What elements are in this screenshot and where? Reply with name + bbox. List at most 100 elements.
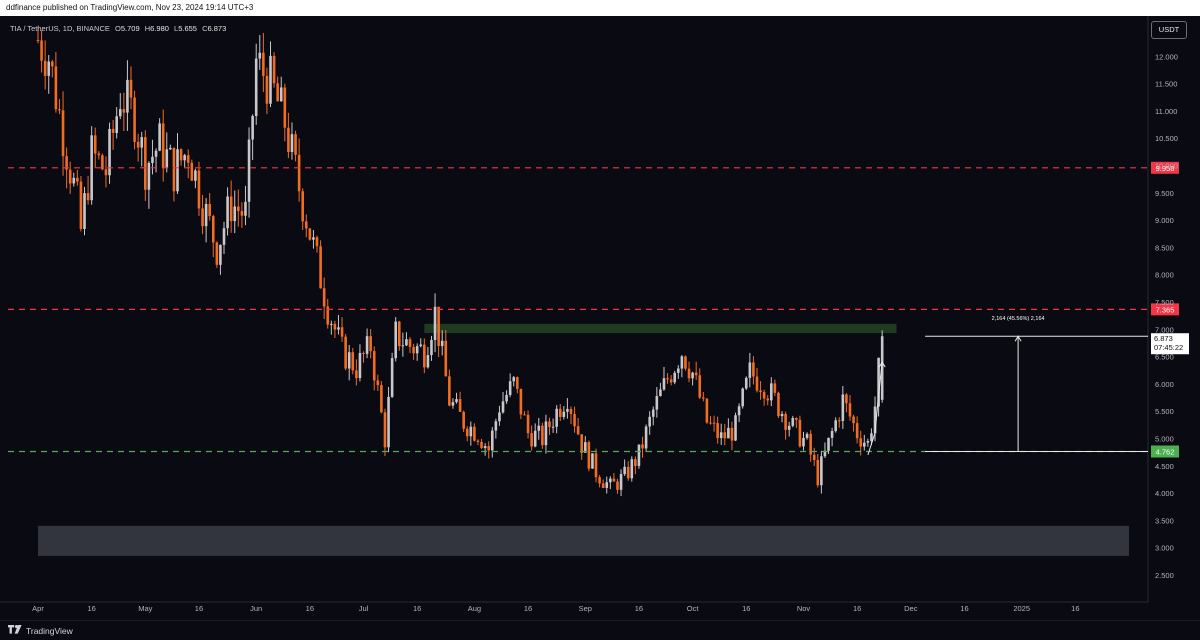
candle-body (462, 411, 465, 429)
candle-body (780, 413, 784, 417)
currency-button[interactable]: USDT (1151, 21, 1187, 39)
candle-body (233, 206, 237, 222)
candle-body (533, 430, 537, 447)
candle-body (795, 418, 798, 420)
candle-body (169, 147, 172, 150)
candle-body (684, 356, 687, 369)
candle-body (369, 336, 372, 352)
candle-body (387, 396, 390, 448)
candle-body (433, 306, 437, 340)
close-value: 6.873 (207, 24, 227, 33)
candle-body (487, 446, 491, 451)
candle-body (719, 432, 723, 439)
candle-body (61, 110, 65, 157)
y-tick-label: 3.500 (1155, 516, 1174, 525)
candle-body (423, 344, 426, 368)
candle-body (651, 409, 655, 417)
candle-body (72, 177, 76, 184)
candle-body (598, 477, 601, 484)
candle-body (312, 237, 315, 240)
candle-body (845, 394, 848, 404)
y-tick-label: 10.000 (1155, 162, 1178, 171)
candle-body (723, 432, 727, 439)
candle-body (161, 123, 165, 168)
level-badge-label-2: 4.762 (1156, 447, 1175, 456)
candle-body (576, 426, 580, 435)
candle-body (97, 153, 101, 156)
candle-body (194, 170, 197, 181)
y-tick-label: 6.500 (1155, 353, 1174, 362)
candle-body (802, 437, 805, 447)
x-tick-label: Apr (32, 604, 44, 613)
candle-body (680, 356, 684, 369)
candle-body (569, 408, 573, 415)
x-tick-label: May (138, 604, 152, 613)
candle-body (144, 137, 147, 190)
level-badge-2 (1151, 445, 1179, 458)
y-tick-label: 10.500 (1155, 134, 1178, 143)
candle-body (716, 423, 719, 439)
candle-body (86, 193, 90, 201)
candle-body (151, 156, 154, 163)
level-badge-0 (1151, 161, 1179, 174)
candle-body (118, 109, 122, 117)
candle-body (605, 482, 609, 488)
candle-body (358, 352, 362, 379)
x-tick-label: Jun (250, 604, 262, 613)
candle-body (304, 221, 308, 229)
candle-body (784, 413, 787, 430)
y-tick-label: 11.500 (1155, 80, 1177, 89)
candle-body (809, 433, 812, 455)
candle-body (158, 123, 161, 151)
current-price-value: 6.873 (1154, 334, 1173, 343)
candle-body (204, 203, 208, 227)
candle-body (558, 408, 562, 417)
candle-body (315, 237, 319, 247)
candle-body (705, 398, 709, 423)
candles-group (36, 26, 884, 497)
candle-body (215, 242, 219, 265)
candle-body (508, 381, 512, 395)
y-tick-label: 7.500 (1155, 298, 1174, 307)
close-label: C (202, 24, 208, 33)
candle-body (383, 412, 387, 448)
chart-area[interactable]: 9.958 7.365 4.762 2,164 (45.56%) 2,164 6.873… (0, 16, 1200, 620)
candle-body (805, 433, 809, 438)
candle-body (583, 442, 587, 453)
candle-body (773, 383, 777, 393)
y-tick-label: 5.000 (1155, 435, 1174, 444)
candle-body (762, 392, 766, 399)
candle-body (669, 379, 673, 383)
measure-label: 2,164 (45.56%) 2,164 (992, 316, 1045, 322)
candle-body (458, 399, 462, 412)
candle-body (290, 134, 294, 152)
candle-body (326, 306, 330, 325)
candle-body (616, 481, 619, 490)
candle-body (612, 478, 616, 482)
candle-body (308, 228, 312, 240)
candle-body (791, 418, 795, 426)
y-tick-label: 9.500 (1155, 189, 1174, 198)
candle-body (637, 444, 641, 466)
candle-body (394, 321, 398, 359)
level-badge-label-0: 9.958 (1156, 164, 1175, 173)
price-chart[interactable]: 9.958 7.365 4.762 2,164 (45.56%) 2,164 6.873… (0, 16, 1200, 620)
candle-body (687, 368, 691, 379)
candle-body (136, 141, 140, 148)
low-label: L (174, 24, 179, 33)
candle-body (372, 351, 376, 381)
candle-body (490, 430, 494, 451)
candle-body (294, 134, 297, 155)
candle-body (186, 155, 190, 163)
candle-body (340, 327, 344, 337)
candle-body (666, 378, 669, 380)
candle-body (251, 115, 254, 140)
tradingview-brand: TradingView (26, 626, 73, 636)
x-tick-label: 16 (413, 604, 421, 613)
candle-body (566, 408, 569, 412)
candle-body (630, 459, 634, 479)
candle-body (272, 55, 276, 84)
candle-body (734, 415, 737, 441)
candle-body (322, 288, 326, 307)
candle-body (752, 362, 755, 377)
